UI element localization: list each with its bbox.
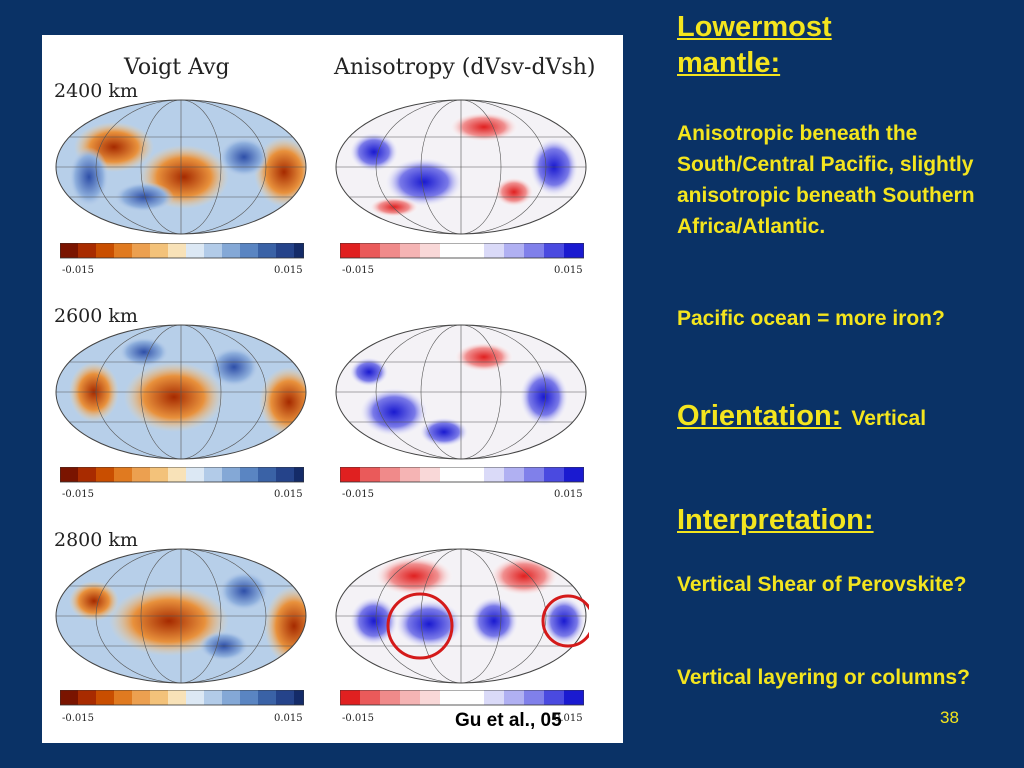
paragraph-vertical-layering: Vertical layering or columns? — [677, 666, 970, 689]
anisotropy-title: Anisotropy (dVsv-dVsh) — [334, 55, 596, 80]
anisotropy-map-2800 — [335, 548, 589, 684]
anisotropy-colorbar-2600 — [340, 467, 584, 483]
voigt-map-2800 — [55, 548, 307, 684]
orientation-value: Vertical — [851, 407, 927, 430]
colorbar-max-tick: 0.015 — [274, 265, 303, 276]
colorbar-min-tick: -0.015 — [62, 265, 95, 276]
colorbar-min-tick: -0.015 — [342, 489, 375, 500]
heading-interpretation: Interpretation: — [677, 504, 874, 536]
colorbar-min-tick: -0.015 — [342, 265, 375, 276]
paragraph-pacific-iron: Pacific ocean = more iron? — [677, 307, 945, 330]
depth-label-2600: 2600 km — [54, 305, 138, 327]
voigt-colorbar-2800 — [60, 690, 304, 706]
orientation-row: Orientation: Vertical — [677, 398, 997, 434]
voigt-map-2600 — [55, 324, 307, 460]
voigt-colorbar-2600 — [60, 467, 304, 483]
depth-label-2400: 2400 km — [54, 80, 138, 102]
colorbar-min-tick: -0.015 — [62, 713, 95, 724]
colorbar-max-tick: 0.015 — [274, 489, 303, 500]
voigt-map-2400 — [55, 99, 307, 235]
heading-lowermost-mantle: Lowermost mantle: — [677, 11, 832, 79]
colorbar-max-tick: 0.015 — [554, 265, 583, 276]
orientation-label: Orientation: — [677, 400, 842, 432]
highlight-circle-pacific — [386, 592, 454, 660]
paragraph-vertical-shear: Vertical Shear of Perovskite? — [677, 573, 967, 596]
colorbar-min-tick: -0.015 — [342, 713, 375, 724]
voigt-colorbar-2400 — [60, 243, 304, 259]
anisotropy-map-2400 — [335, 99, 587, 235]
paragraph-anisotropic: Anisotropic beneath the South/Central Pa… — [677, 122, 975, 238]
page-number: 38 — [940, 708, 959, 727]
colorbar-max-tick: 0.015 — [274, 713, 303, 724]
voigt-avg-title: Voigt Avg — [124, 55, 230, 80]
colorbar-max-tick: 0.015 — [554, 489, 583, 500]
depth-label-2800: 2800 km — [54, 529, 138, 551]
figure-panel: Voigt Avg Anisotropy (dVsv-dVsh) 2400 km… — [42, 35, 623, 743]
anisotropy-colorbar-2800 — [340, 690, 584, 706]
anisotropy-map-2600 — [335, 324, 587, 460]
anisotropy-colorbar-2400 — [340, 243, 584, 259]
colorbar-max-tick: 0.015 — [554, 713, 583, 724]
colorbar-min-tick: -0.015 — [62, 489, 95, 500]
citation: Gu et al., 05 — [455, 710, 562, 731]
highlight-circle-africa — [541, 594, 589, 648]
